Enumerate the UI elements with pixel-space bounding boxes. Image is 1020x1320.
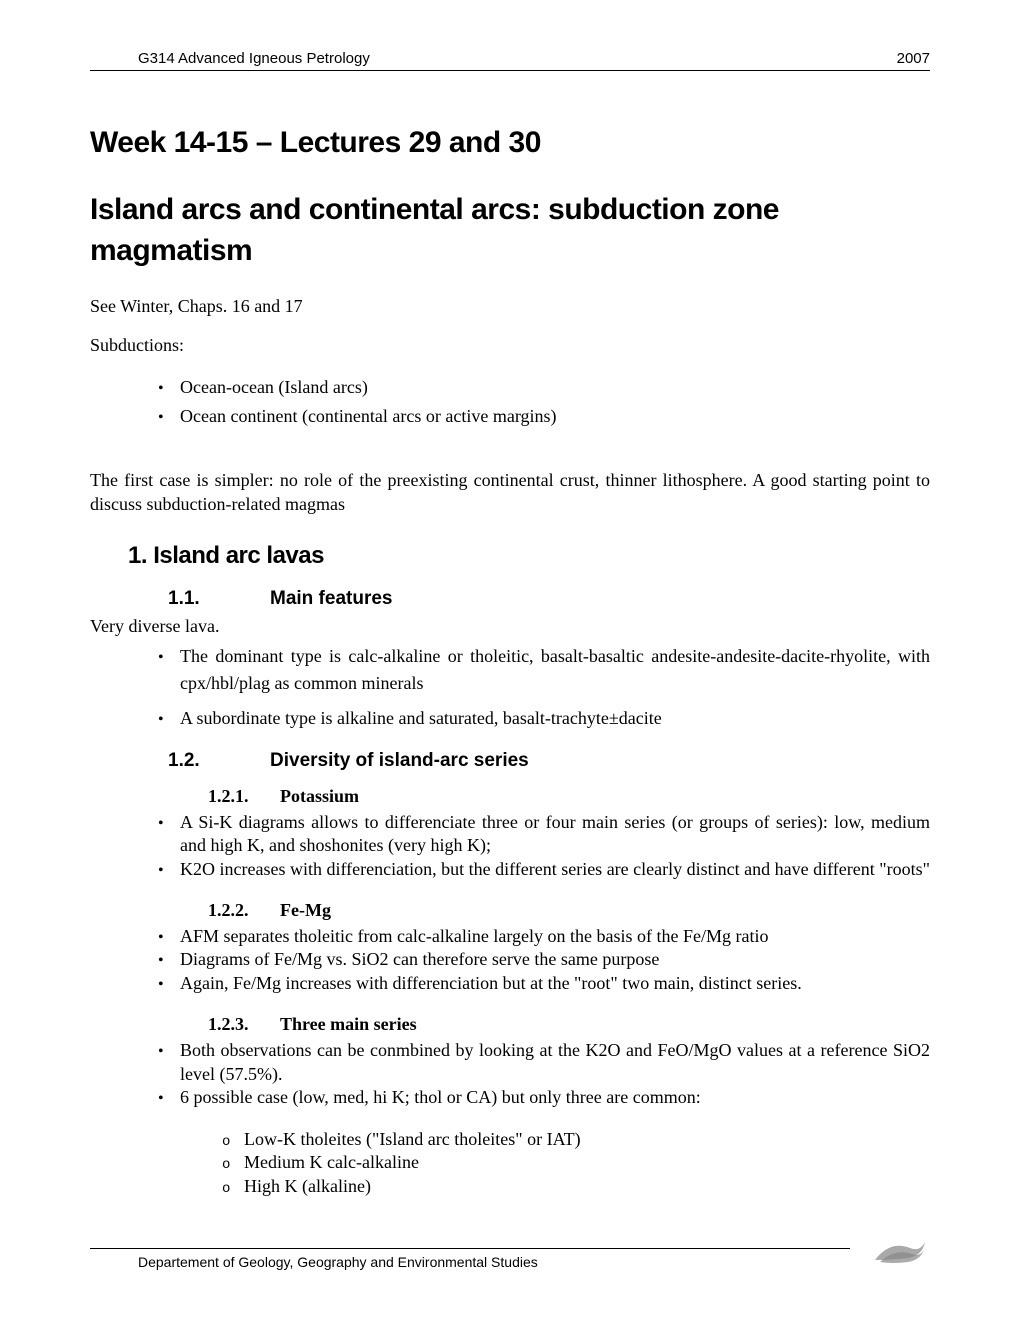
subsection-num: 1.1. <box>168 588 270 610</box>
reference-text: See Winter, Chaps. 16 and 17 <box>90 296 930 317</box>
first-case-text: The first case is simpler: no role of th… <box>90 468 930 517</box>
subsubsection-title: Potassium <box>280 786 359 806</box>
page-footer: Departement of Geology, Geography and En… <box>90 1230 930 1270</box>
three-series-list: Both observations can be conmbined by lo… <box>90 1039 930 1110</box>
list-item: K2O increases with differenciation, but … <box>90 858 930 882</box>
list-item: Low-K tholeites ("Island arc tholeites" … <box>90 1128 930 1151</box>
page-header: G314 Advanced Igneous Petrology 2007 <box>90 50 930 71</box>
subsubsection-num: 1.2.3. <box>208 1014 280 1035</box>
subsubsection-heading: 1.2.3.Three main series <box>90 1014 930 1035</box>
subsection-intro: Very diverse lava. <box>90 616 930 637</box>
list-item: The dominant type is calc-alkaline or th… <box>90 643 930 697</box>
subsubsection-num: 1.2.2. <box>208 900 280 921</box>
list-item: Ocean continent (continental arcs or act… <box>90 403 930 430</box>
subsubsection-title: Three main series <box>280 1014 417 1034</box>
subsection-title: Main features <box>270 588 392 609</box>
header-year: 2007 <box>897 50 930 67</box>
page: G314 Advanced Igneous Petrology 2007 Wee… <box>0 0 1020 1320</box>
subsubsection-heading: 1.2.1.Potassium <box>90 786 930 807</box>
list-item: A Si-K diagrams allows to differenciate … <box>90 811 930 858</box>
potassium-list: A Si-K diagrams allows to differenciate … <box>90 811 930 882</box>
header-course: G314 Advanced Igneous Petrology <box>138 50 370 67</box>
footer-dept: Departement of Geology, Geography and En… <box>90 1248 850 1270</box>
list-item: Ocean-ocean (Island arcs) <box>90 374 930 401</box>
list-item: A subordinate type is alkaline and satur… <box>90 705 930 732</box>
list-item: Medium K calc-alkaline <box>90 1151 930 1174</box>
list-item: High K (alkaline) <box>90 1175 930 1198</box>
subsubsection-heading: 1.2.2.Fe-Mg <box>90 900 930 921</box>
subsection-heading: 1.1.Main features <box>90 588 930 610</box>
section-title: Island arc lavas <box>153 542 324 569</box>
subductions-list: Ocean-ocean (Island arcs) Ocean continen… <box>90 374 930 430</box>
main-features-list: The dominant type is calc-alkaline or th… <box>90 643 930 732</box>
subsubsection-num: 1.2.1. <box>208 786 280 807</box>
subsubsection-title: Fe-Mg <box>280 900 331 920</box>
section-num: 1. <box>128 542 147 569</box>
list-item: AFM separates tholeitic from calc-alkali… <box>90 925 930 949</box>
list-item: Diagrams of Fe/Mg vs. SiO2 can therefore… <box>90 948 930 972</box>
femg-list: AFM separates tholeitic from calc-alkali… <box>90 925 930 996</box>
lecture-title: Week 14-15 – Lectures 29 and 30 <box>90 126 930 160</box>
subsection-heading: 1.2.Diversity of island-arc series <box>90 750 930 772</box>
section-heading: 1. Island arc lavas <box>90 542 930 570</box>
topic-title: Island arcs and continental arcs: subduc… <box>90 190 930 271</box>
subsection-title: Diversity of island-arc series <box>270 750 529 771</box>
list-item: Both observations can be conmbined by lo… <box>90 1039 930 1086</box>
list-item: 6 possible case (low, med, hi K; thol or… <box>90 1086 930 1110</box>
subsection-num: 1.2. <box>168 750 270 772</box>
footer-logo-icon <box>870 1230 930 1270</box>
list-item: Again, Fe/Mg increases with differenciat… <box>90 972 930 996</box>
subductions-label: Subductions: <box>90 335 930 356</box>
three-series-sublist: Low-K tholeites ("Island arc tholeites" … <box>90 1128 930 1198</box>
